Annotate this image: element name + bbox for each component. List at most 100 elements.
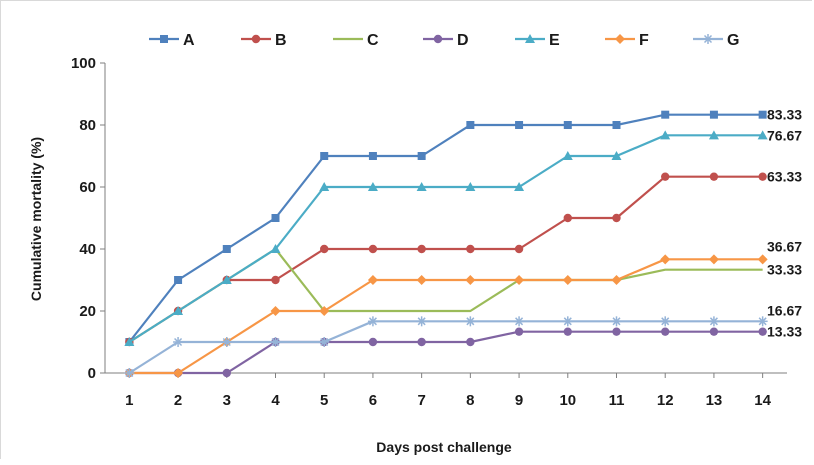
x-tick-label: 3 bbox=[223, 392, 231, 409]
x-tick-label: 12 bbox=[657, 392, 674, 409]
x-tick-label: 7 bbox=[417, 392, 425, 409]
x-tick-label: 13 bbox=[706, 392, 723, 409]
series-d-point bbox=[563, 327, 572, 336]
end-value-label: 63.33 bbox=[767, 169, 802, 185]
end-labels: 83.33 76.67 63.33 36.67 33.33 16.67 13.33 bbox=[767, 107, 802, 340]
series-a-point bbox=[417, 152, 426, 160]
series-g-point bbox=[270, 337, 281, 347]
series-e-point bbox=[562, 151, 573, 160]
legend-label-d: D bbox=[457, 32, 469, 49]
y-tick-label: 100 bbox=[71, 55, 96, 72]
series-f-point bbox=[562, 275, 573, 285]
x-tick-label: 10 bbox=[559, 392, 576, 409]
x-tick-label: 14 bbox=[754, 392, 771, 409]
legend-swatch-marker-d bbox=[433, 34, 443, 44]
series-f-line bbox=[129, 258, 763, 375]
series-d-point bbox=[709, 327, 719, 336]
series-g-point bbox=[611, 316, 622, 327]
series-g-point bbox=[660, 316, 671, 327]
legend-label-c: C bbox=[367, 32, 379, 49]
series-e-point bbox=[124, 337, 135, 346]
legend-label-g: G bbox=[727, 32, 739, 49]
series-f-point bbox=[367, 275, 378, 285]
series-d-point bbox=[661, 327, 670, 336]
x-tick-label: 11 bbox=[609, 392, 625, 409]
series-a-point bbox=[709, 110, 718, 119]
series-b-point bbox=[320, 244, 329, 254]
series-e-point bbox=[367, 182, 378, 191]
series-e-point bbox=[319, 182, 330, 191]
series-f-point bbox=[465, 275, 476, 285]
legend-swatch-marker-e bbox=[525, 34, 535, 43]
series-b-point bbox=[271, 275, 280, 285]
x-tick-label: 2 bbox=[174, 392, 182, 409]
series-c bbox=[128, 247, 763, 343]
series-a-point bbox=[612, 121, 621, 129]
series-layer bbox=[124, 110, 768, 378]
y-axis-title: Cumulative mortality (%) bbox=[28, 137, 44, 301]
series-a-point bbox=[222, 245, 231, 253]
series-f-point bbox=[173, 368, 184, 378]
series-e-line bbox=[128, 134, 763, 343]
series-g bbox=[124, 316, 768, 378]
legend: A B C D E F G bbox=[149, 32, 739, 49]
end-value-label: 16.67 bbox=[767, 302, 802, 318]
series-f-point bbox=[514, 275, 525, 285]
series-f-point bbox=[611, 275, 622, 285]
series-g-point bbox=[465, 316, 476, 327]
end-value-label: 33.33 bbox=[767, 262, 802, 278]
series-g-point bbox=[514, 316, 525, 327]
series-f-point bbox=[708, 254, 719, 265]
series-b-point bbox=[709, 172, 719, 181]
series-d-point bbox=[758, 327, 767, 336]
legend-item-f: F bbox=[605, 32, 649, 49]
series-g-point bbox=[221, 337, 232, 347]
legend-swatch-marker-a bbox=[160, 35, 168, 43]
series-e bbox=[124, 130, 768, 346]
series-a-point bbox=[661, 110, 670, 119]
series-a-point bbox=[320, 152, 329, 160]
end-value-label: 83.33 bbox=[767, 107, 802, 123]
series-b-line bbox=[128, 175, 763, 343]
series-b-point bbox=[417, 244, 426, 254]
series-c-line bbox=[128, 247, 763, 343]
legend-item-d: D bbox=[423, 32, 469, 49]
series-e-point bbox=[757, 130, 768, 140]
series-f-point bbox=[319, 306, 330, 316]
legend-item-e: E bbox=[515, 32, 560, 49]
x-tick-label: 1 bbox=[125, 392, 133, 409]
series-b-point bbox=[563, 213, 572, 223]
series-f-point bbox=[757, 254, 768, 265]
series-g-point bbox=[367, 316, 378, 327]
series-a-point bbox=[563, 121, 572, 129]
legend-item-g: G bbox=[693, 32, 739, 49]
end-value-label: 36.67 bbox=[767, 238, 802, 254]
y-tick-label: 0 bbox=[88, 365, 96, 382]
series-a-point bbox=[174, 276, 183, 284]
legend-swatch-marker-f bbox=[615, 34, 625, 44]
series-b-point bbox=[514, 244, 524, 254]
end-value-label: 76.67 bbox=[767, 127, 802, 143]
series-e-point bbox=[465, 182, 476, 191]
x-tick-label: 9 bbox=[515, 392, 523, 409]
legend-label-a: A bbox=[183, 32, 195, 49]
legend-label-b: B bbox=[275, 32, 287, 49]
series-a-point bbox=[515, 121, 524, 129]
series-g-point bbox=[173, 337, 184, 347]
series-a-point bbox=[368, 152, 377, 160]
series-g-line bbox=[128, 320, 763, 374]
y-tick-label: 80 bbox=[79, 117, 96, 134]
legend-item-c: C bbox=[333, 32, 379, 49]
series-f-point bbox=[270, 306, 281, 316]
series-b-point bbox=[612, 213, 621, 223]
series-b-point bbox=[466, 244, 475, 254]
y-tick-label: 20 bbox=[79, 303, 96, 320]
series-f-point bbox=[416, 275, 427, 285]
x-tick-label: 6 bbox=[369, 392, 377, 409]
x-tick-label: 4 bbox=[271, 392, 280, 409]
series-a-point bbox=[271, 214, 280, 222]
end-value-label: 13.33 bbox=[767, 324, 802, 340]
series-a-line bbox=[128, 113, 763, 343]
y-tick-label: 60 bbox=[79, 179, 96, 196]
